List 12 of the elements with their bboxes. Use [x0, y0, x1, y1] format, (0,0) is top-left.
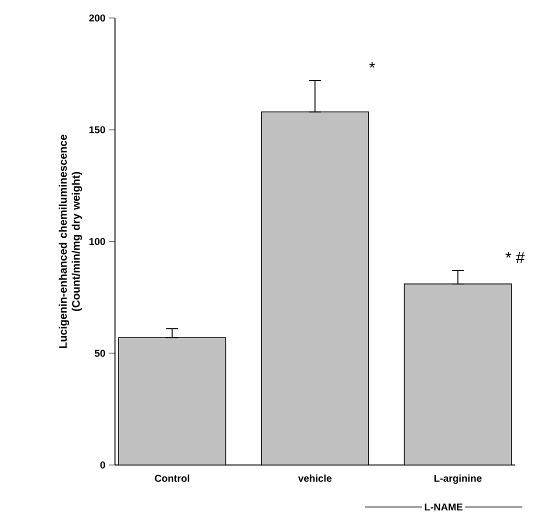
- text: L-NAME: [424, 504, 463, 510]
- x-tick-label: vehicle: [298, 474, 332, 482]
- y-tick-label: 200: [89, 14, 106, 22]
- x-tick-label: L-arginine: [434, 474, 482, 484]
- y-axis-title: Lucigenin-enhanced chemiluminescence (Count/min/mg dry weight): [58, 134, 82, 348]
- annotation: * #: [506, 252, 525, 264]
- y-tick-label: 0: [100, 461, 106, 469]
- y-tick-label: 150: [89, 126, 106, 134]
- y-tick-label: 50: [94, 350, 106, 357]
- annotation: *: [369, 62, 375, 68]
- y-tick-label: 100: [89, 238, 106, 246]
- x-tick-label: Control: [154, 474, 190, 482]
